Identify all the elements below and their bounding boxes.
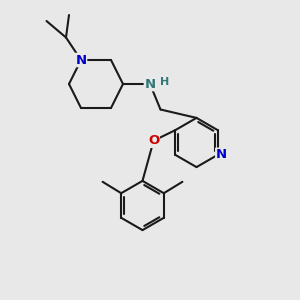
Text: H: H [160, 76, 169, 87]
Text: N: N [144, 77, 156, 91]
Text: N: N [216, 148, 227, 161]
Text: N: N [75, 53, 87, 67]
Text: O: O [148, 134, 159, 147]
